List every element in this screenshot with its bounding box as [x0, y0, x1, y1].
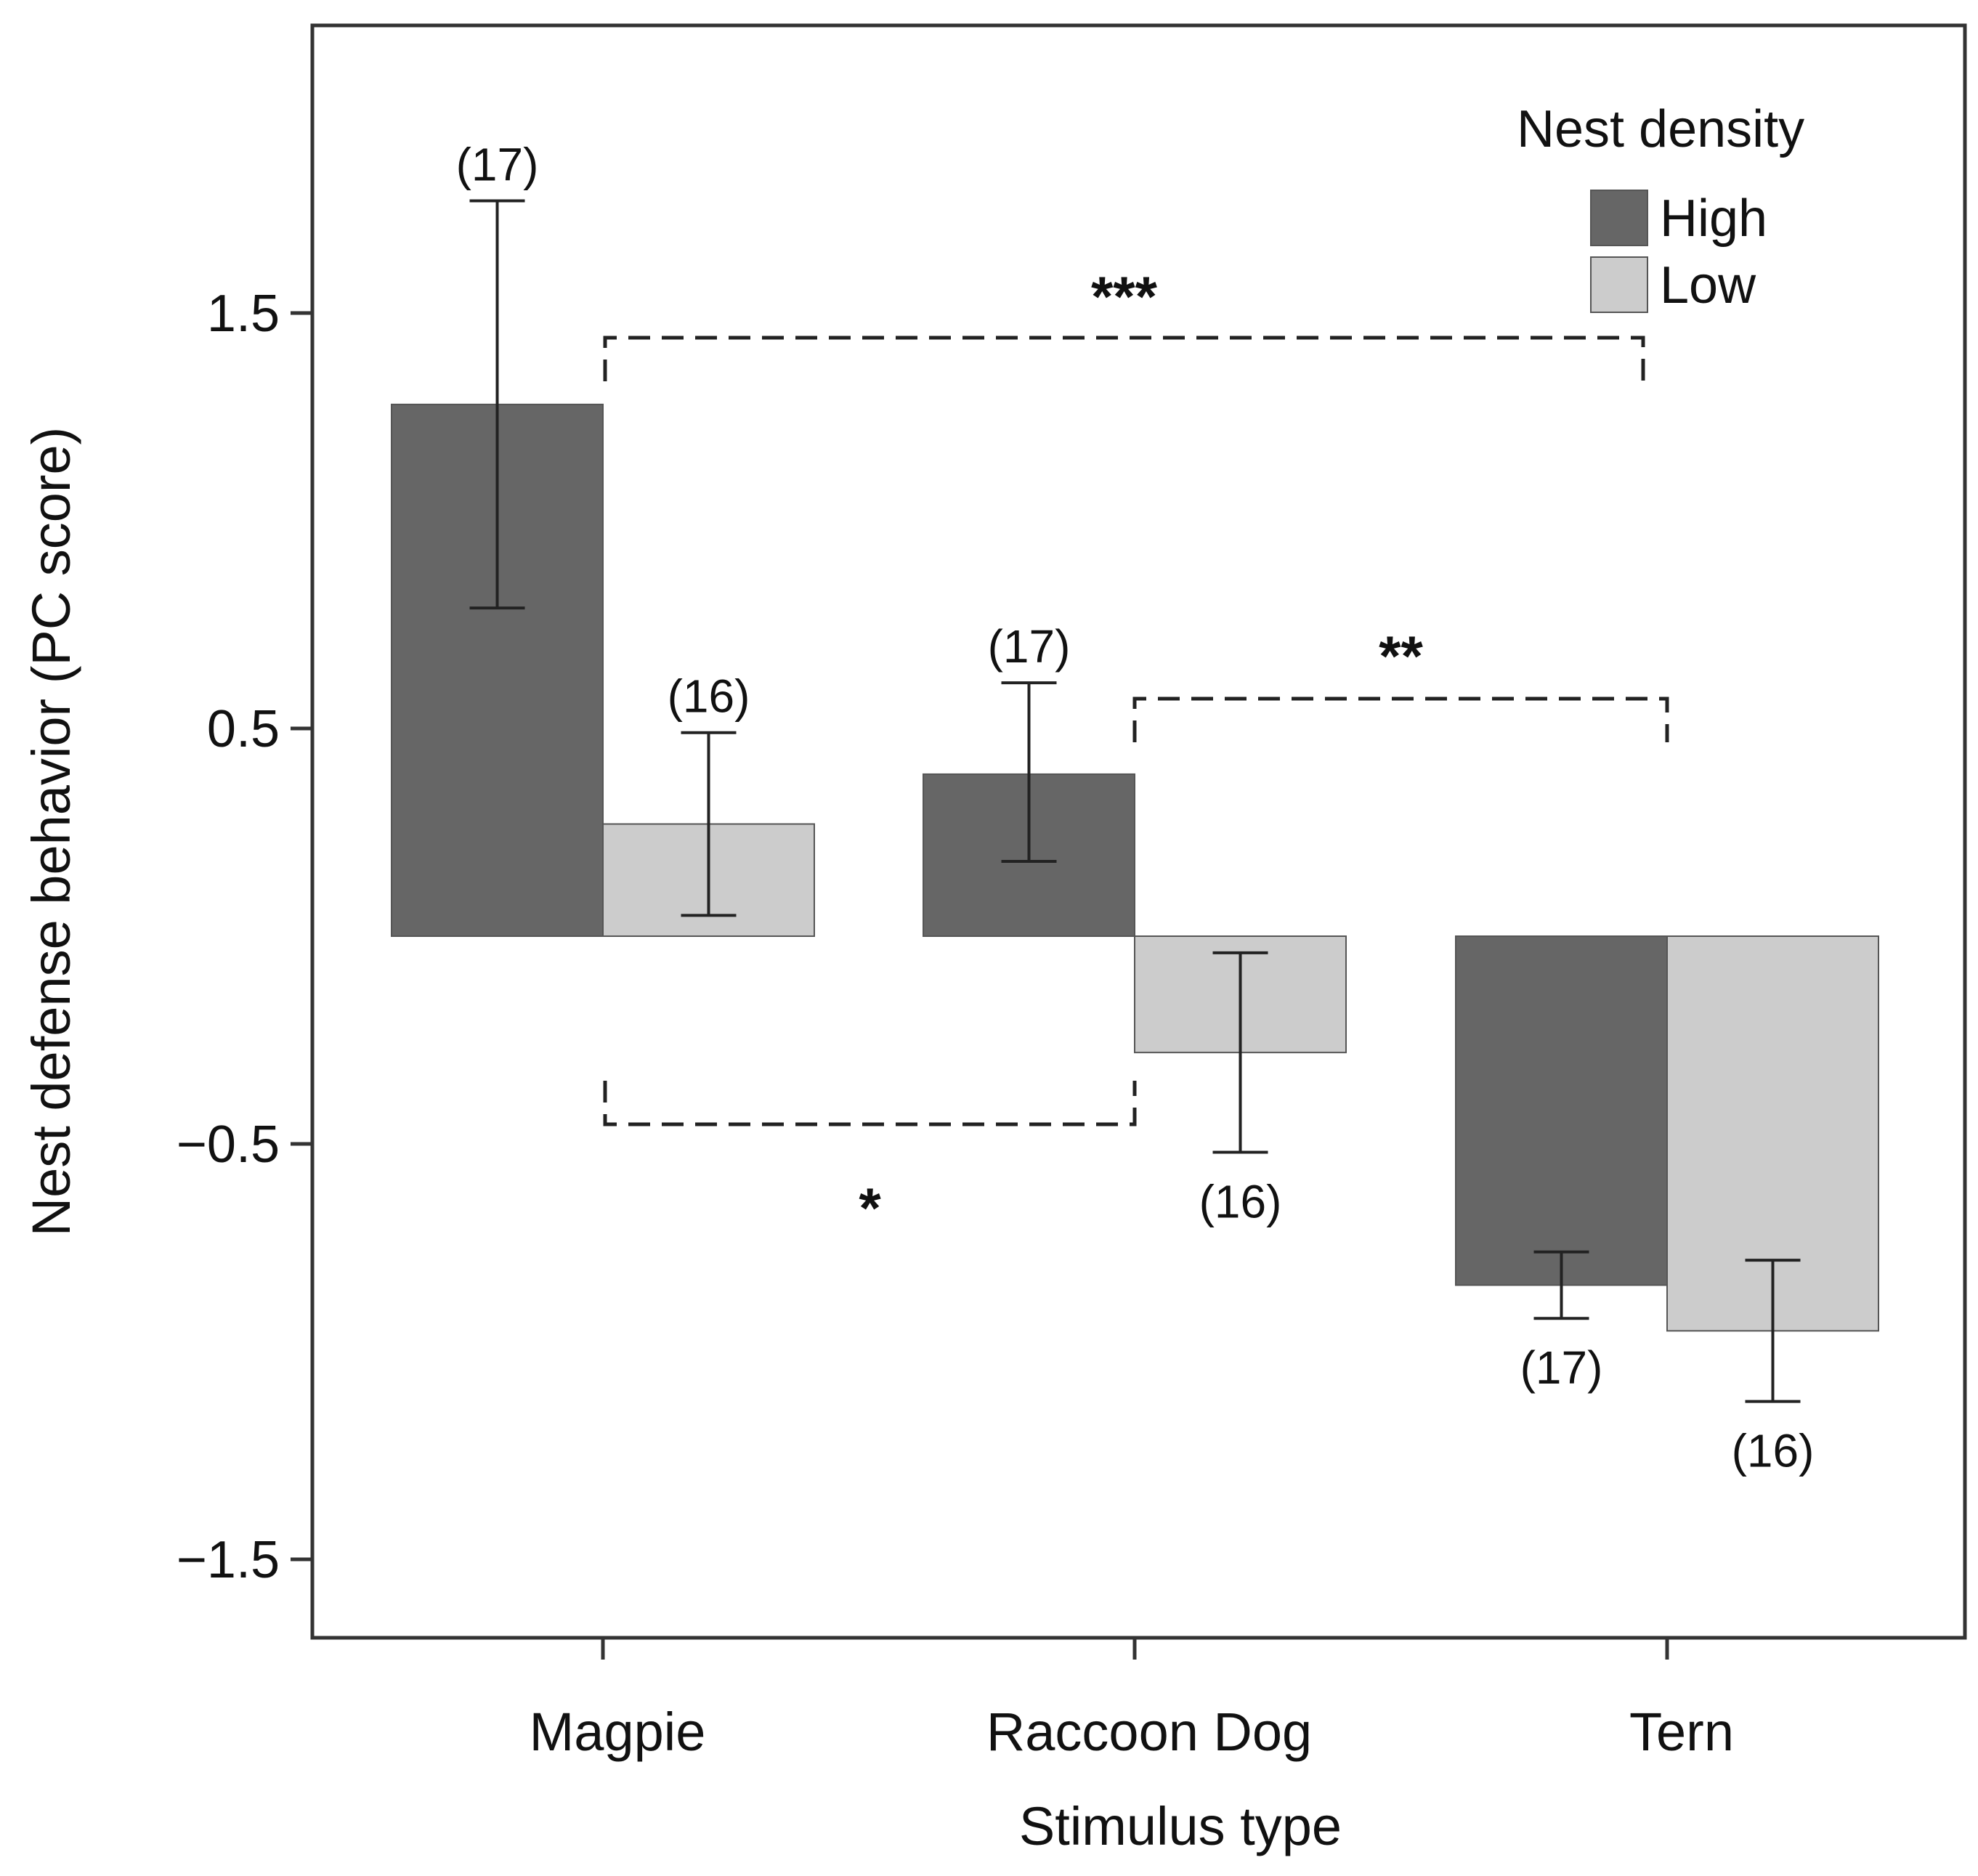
- legend-title: Nest density: [1517, 100, 1804, 158]
- legend-swatch-high: [1590, 190, 1648, 246]
- y-tick-label: −1.5: [177, 1531, 280, 1589]
- error-bar-high-magpie: [469, 199, 525, 610]
- legend-swatch-low: [1590, 256, 1648, 313]
- sample-size-label: (17): [988, 620, 1071, 673]
- sample-size-label: (17): [1520, 1341, 1603, 1394]
- plot-frame: [310, 23, 1967, 1640]
- x-category-label: Raccoon Dog: [986, 1702, 1312, 1762]
- legend-label: Low: [1660, 256, 1756, 314]
- significance-label: **: [1379, 624, 1423, 688]
- significance-label: ***: [1091, 264, 1158, 328]
- y-tick-label: −0.5: [177, 1116, 280, 1174]
- legend-label: High: [1660, 190, 1767, 248]
- significance-bracket: [603, 336, 1645, 381]
- error-bar-high-raccoon-dog: [1001, 681, 1057, 864]
- y-tick-label: 1.5: [207, 285, 280, 343]
- x-category-label: Magpie: [530, 1702, 706, 1762]
- error-bar-low-magpie: [681, 731, 737, 917]
- x-axis-title: Stimulus type: [1019, 1796, 1342, 1856]
- y-axis-title: Nest defense behavior (PC score): [21, 427, 81, 1237]
- sample-size-label: (16): [668, 670, 750, 723]
- significance-bracket: [1132, 697, 1669, 742]
- significance-bracket: [603, 1081, 1137, 1126]
- sample-size-label: (17): [456, 139, 539, 191]
- sample-size-label: (16): [1199, 1175, 1282, 1227]
- x-category-label: Tern: [1629, 1702, 1734, 1762]
- bar-high-tern: [1455, 935, 1668, 1286]
- error-bar-high-tern: [1533, 1250, 1589, 1320]
- significance-label: *: [859, 1176, 881, 1240]
- error-bar-low-raccoon-dog: [1212, 951, 1268, 1154]
- sample-size-label: (16): [1732, 1425, 1815, 1477]
- y-tick-label: 0.5: [207, 700, 280, 758]
- error-bar-low-tern: [1745, 1259, 1801, 1403]
